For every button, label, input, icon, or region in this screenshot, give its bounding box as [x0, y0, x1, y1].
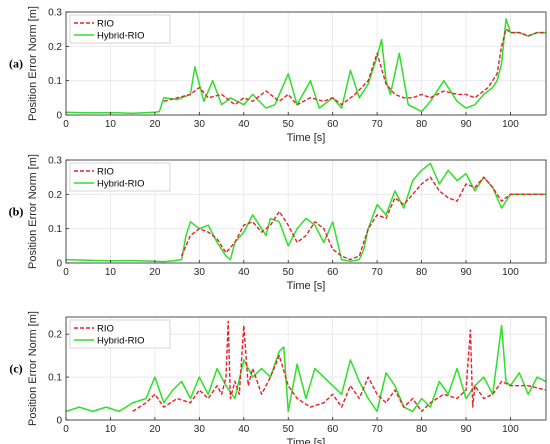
x-tick-label: 80 [416, 119, 428, 130]
x-tick-label: 40 [238, 424, 250, 435]
y-tick-label: 0 [56, 259, 62, 270]
x-tick-label: 100 [502, 119, 519, 130]
series-line-hybrid-rio [66, 324, 546, 413]
y-tick-label: 0.1 [48, 76, 62, 87]
x-axis-label: Time [s] [287, 437, 326, 444]
x-tick-label: 30 [194, 267, 206, 278]
x-tick-label: 0 [63, 424, 69, 435]
y-tick-label: 0.1 [48, 373, 62, 384]
x-tick-label: 20 [149, 267, 161, 278]
x-tick-label: 30 [194, 119, 206, 130]
x-tick-label: 10 [105, 267, 117, 278]
x-tick-label: 0 [63, 267, 69, 278]
legend-label: RIO [97, 19, 114, 30]
panel-label: (c) [9, 362, 22, 376]
y-tick-label: 0 [56, 416, 62, 427]
legend-box [69, 162, 171, 192]
chart-panel-1: 0 10 20 30 40 50 60 70 80 90 100 0 0.1 0.2 0.3 Time [s]… [9, 6, 547, 144]
x-tick-label: 40 [238, 267, 250, 278]
x-tick-label: 70 [372, 424, 384, 435]
legend-label: Hybrid-RIO [97, 336, 145, 347]
chart-panel-3: 0 10 20 30 40 50 60 70 80 90 100 0 0.1 0.2 Time [s] Pos… [9, 311, 547, 444]
series-line-rio [163, 28, 546, 106]
x-tick-label: 90 [460, 424, 472, 435]
y-tick-label: 0.1 [48, 224, 62, 235]
legend-label: Hybrid-RIO [97, 179, 145, 190]
series-line-hybrid-rio [66, 162, 546, 263]
series-line-rio [132, 320, 546, 413]
chart-panel-2: 0 10 20 30 40 50 60 70 80 90 100 0 0.1 0.2 0.3 Time [s]… [9, 154, 547, 292]
x-tick-label: 100 [502, 267, 519, 278]
x-tick-label: 50 [283, 119, 295, 130]
panel-label: (b) [9, 205, 24, 219]
x-tick-label: 70 [372, 267, 384, 278]
x-tick-label: 60 [327, 119, 339, 130]
x-tick-label: 20 [149, 424, 161, 435]
x-tick-label: 80 [416, 267, 428, 278]
series-line-hybrid-rio [66, 18, 546, 115]
legend-box [69, 319, 171, 349]
plot-frame [65, 159, 547, 264]
x-tick-label: 30 [194, 424, 206, 435]
y-axis-label: Position Error Norm [m] [27, 154, 39, 269]
x-tick-label: 60 [327, 267, 339, 278]
y-tick-label: 0.3 [48, 8, 62, 19]
y-tick-label: 0 [56, 111, 62, 122]
x-tick-label: 40 [238, 119, 250, 130]
y-axis-label: Position Error Norm [m] [27, 6, 39, 121]
x-tick-label: 0 [63, 119, 69, 130]
y-tick-label: 0.2 [48, 190, 62, 201]
series-line-rio [180, 176, 546, 261]
y-tick-label: 0.3 [48, 156, 62, 167]
x-tick-label: 70 [372, 119, 384, 130]
x-tick-label: 10 [105, 424, 117, 435]
x-tick-label: 60 [327, 424, 339, 435]
x-tick-label: 90 [460, 267, 472, 278]
x-axis-label: Time [s] [287, 280, 326, 292]
y-axis-label: Position Error Norm [m] [27, 311, 39, 426]
x-tick-label: 90 [460, 119, 472, 130]
legend-label: RIO [97, 324, 114, 335]
legend-box [69, 14, 171, 44]
legend-label: Hybrid-RIO [97, 31, 145, 42]
legend-label: RIO [97, 167, 114, 178]
x-tick-label: 80 [416, 424, 428, 435]
panel-label: (a) [9, 57, 23, 71]
plot-frame [65, 11, 547, 116]
plot-frame [65, 316, 547, 421]
x-tick-label: 10 [105, 119, 117, 130]
y-tick-label: 0.2 [48, 330, 62, 341]
x-tick-label: 100 [502, 424, 519, 435]
y-tick-label: 0.2 [48, 42, 62, 53]
x-axis-label: Time [s] [287, 132, 326, 144]
x-tick-label: 50 [283, 267, 295, 278]
x-tick-label: 50 [283, 424, 295, 435]
x-tick-label: 20 [149, 119, 161, 130]
